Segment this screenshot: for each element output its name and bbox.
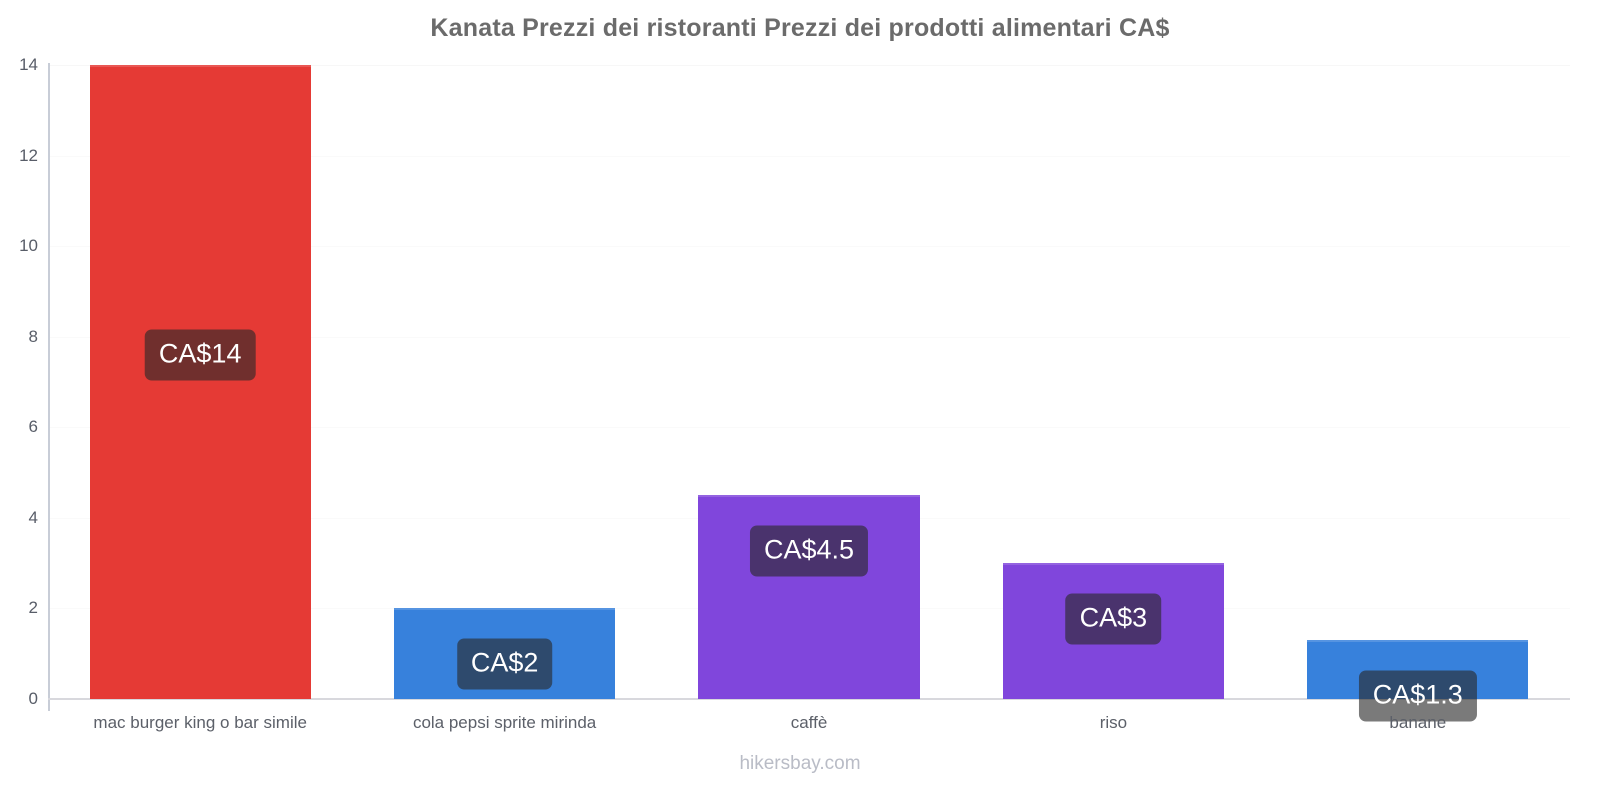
y-axis-tick-label: 10 [19,236,38,256]
y-axis-tick-label: 8 [28,326,38,346]
gridline [48,155,1570,157]
y-axis-line [48,63,50,711]
y-axis-tick-label: 0 [28,689,38,708]
x-axis-category-label: banane [1389,713,1447,732]
gridline [48,336,1570,338]
x-axis-baseline [48,698,1570,700]
bar-value-label: CA$14 [144,329,256,381]
bar[interactable] [89,65,312,699]
y-axis-tick-label: 12 [19,145,38,165]
x-axis-category-label: cola pepsi sprite mirinda [412,713,597,732]
footer-credit: hikersbay.com [739,753,861,774]
bar-value-label: CA$1.3 [1358,670,1477,722]
y-axis-tick-label: 6 [28,417,38,437]
chart-title: Kanata Prezzi dei ristoranti Prezzi dei … [430,14,1170,42]
x-axis-category-label: riso [1099,713,1128,732]
gridline [48,427,1570,429]
gridline [48,65,1570,66]
y-axis-tick-label: 2 [28,598,38,618]
bar-value-label: CA$2 [456,638,553,690]
bar-value-label: CA$4.5 [749,525,869,577]
x-axis-category-label: mac burger king o bar simile [93,713,307,732]
plot-area: CA$14 CA$2 CA$4.5 CA$3 CA$1.3 [48,65,1570,722]
y-axis-tick-label: 14 [19,55,38,74]
bar-value-label: CA$3 [1065,593,1162,645]
gridline [48,246,1570,248]
x-axis-category-label: caffè [790,713,828,732]
y-axis-tick-label: 4 [28,507,38,527]
